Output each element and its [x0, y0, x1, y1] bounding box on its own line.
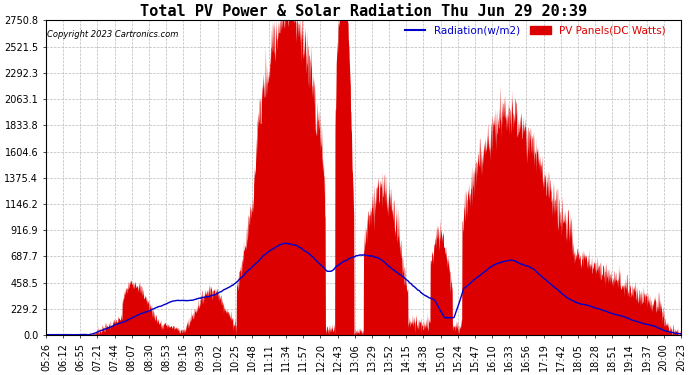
- Text: Copyright 2023 Cartronics.com: Copyright 2023 Cartronics.com: [46, 30, 178, 39]
- Title: Total PV Power & Solar Radiation Thu Jun 29 20:39: Total PV Power & Solar Radiation Thu Jun…: [140, 4, 587, 19]
- Legend: Radiation(w/m2), PV Panels(DC Watts): Radiation(w/m2), PV Panels(DC Watts): [404, 26, 666, 36]
